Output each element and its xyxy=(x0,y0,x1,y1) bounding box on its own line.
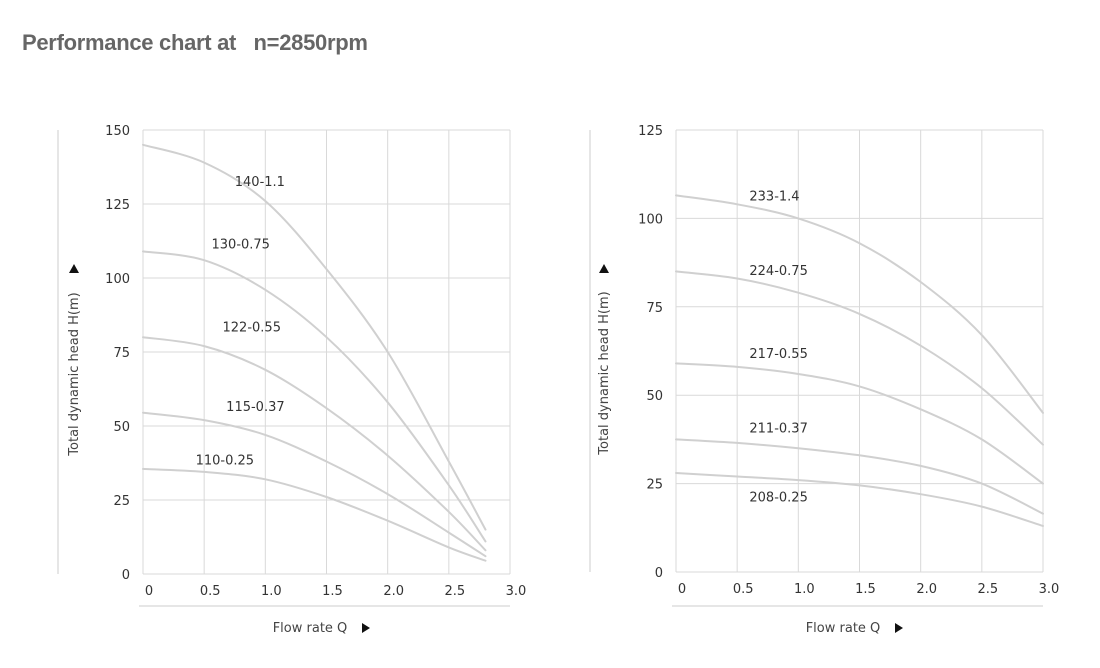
chart-left: 0 25 50 75 100 125 150 0 0.5 1.0 1.5 2.0 2.5 3.0 140-1… xyxy=(57,124,527,636)
y-axis-title: Total dynamic head H(m) xyxy=(597,291,612,455)
right-arrow-icon xyxy=(362,623,370,633)
y-tick-label: 100 xyxy=(638,212,663,227)
x-axis-title: Flow rate Q xyxy=(273,621,348,636)
series-line-233-1.4 xyxy=(675,194,1044,414)
series-label: 233-1.4 xyxy=(749,190,799,205)
up-arrow-icon xyxy=(599,264,609,273)
series-line-211-0.37 xyxy=(675,438,1044,515)
x-tick-label: 0 xyxy=(678,582,686,597)
y-tick-label: 100 xyxy=(105,272,130,287)
x-tick-label: 2.5 xyxy=(444,584,465,599)
y-tick-label: 50 xyxy=(646,389,663,404)
series-line-224-0.75 xyxy=(675,270,1044,446)
x-tick-label: 3.0 xyxy=(1039,582,1060,597)
y-tick-label: 50 xyxy=(113,420,130,435)
series-line-110-0.25 xyxy=(142,467,487,562)
x-tick-label: 0 xyxy=(145,584,153,599)
right-arrow-icon xyxy=(895,623,903,633)
series-label: 130-0.75 xyxy=(212,237,270,252)
up-arrow-icon xyxy=(69,264,79,273)
x-tick-label: 2.5 xyxy=(977,582,998,597)
y-axis-title: Total dynamic head H(m) xyxy=(67,292,82,456)
page-title: Performance chart at n=2850rpm xyxy=(22,30,368,55)
series-label: 208-0.25 xyxy=(749,490,807,505)
series-label: 211-0.37 xyxy=(749,421,807,436)
series-label: 217-0.55 xyxy=(749,347,807,362)
x-tick-label: 1.0 xyxy=(794,582,815,597)
series-label: 115-0.37 xyxy=(226,400,284,415)
y-tick-label: 0 xyxy=(122,568,130,583)
series-label: 140-1.1 xyxy=(235,175,285,190)
y-tick-label: 125 xyxy=(105,198,130,213)
y-tick-label: 0 xyxy=(655,566,663,581)
series-line-217-0.55 xyxy=(675,362,1044,485)
series-line-122-0.55 xyxy=(142,336,487,552)
series-label: 110-0.25 xyxy=(196,453,254,468)
y-tick-label: 125 xyxy=(638,124,663,139)
y-tick-label: 75 xyxy=(113,346,130,361)
x-tick-label: 1.0 xyxy=(261,584,282,599)
y-tick-label: 150 xyxy=(105,124,130,139)
x-tick-label: 1.5 xyxy=(855,582,876,597)
y-tick-label: 25 xyxy=(113,494,130,509)
series-line-130-0.75 xyxy=(142,250,487,543)
series-label: 122-0.55 xyxy=(223,320,281,335)
series-line-115-0.37 xyxy=(142,411,487,558)
x-tick-label: 0.5 xyxy=(733,582,754,597)
x-tick-label: 0.5 xyxy=(200,584,221,599)
x-tick-label: 3.0 xyxy=(506,584,527,599)
x-tick-label: 1.5 xyxy=(322,584,343,599)
x-tick-label: 2.0 xyxy=(383,584,404,599)
y-tick-label: 25 xyxy=(646,478,663,493)
y-tick-label: 75 xyxy=(646,301,663,316)
x-tick-label: 2.0 xyxy=(916,582,937,597)
series-line-208-0.25 xyxy=(675,472,1044,527)
chart-right: 0 25 50 75 100 125 0 0.5 1.0 1.5 2.0 2.5 3.0 233-1.4 2… xyxy=(589,124,1060,636)
series-line-140-1.1 xyxy=(142,143,487,531)
x-axis-title: Flow rate Q xyxy=(806,621,881,636)
series-label: 224-0.75 xyxy=(749,264,807,279)
